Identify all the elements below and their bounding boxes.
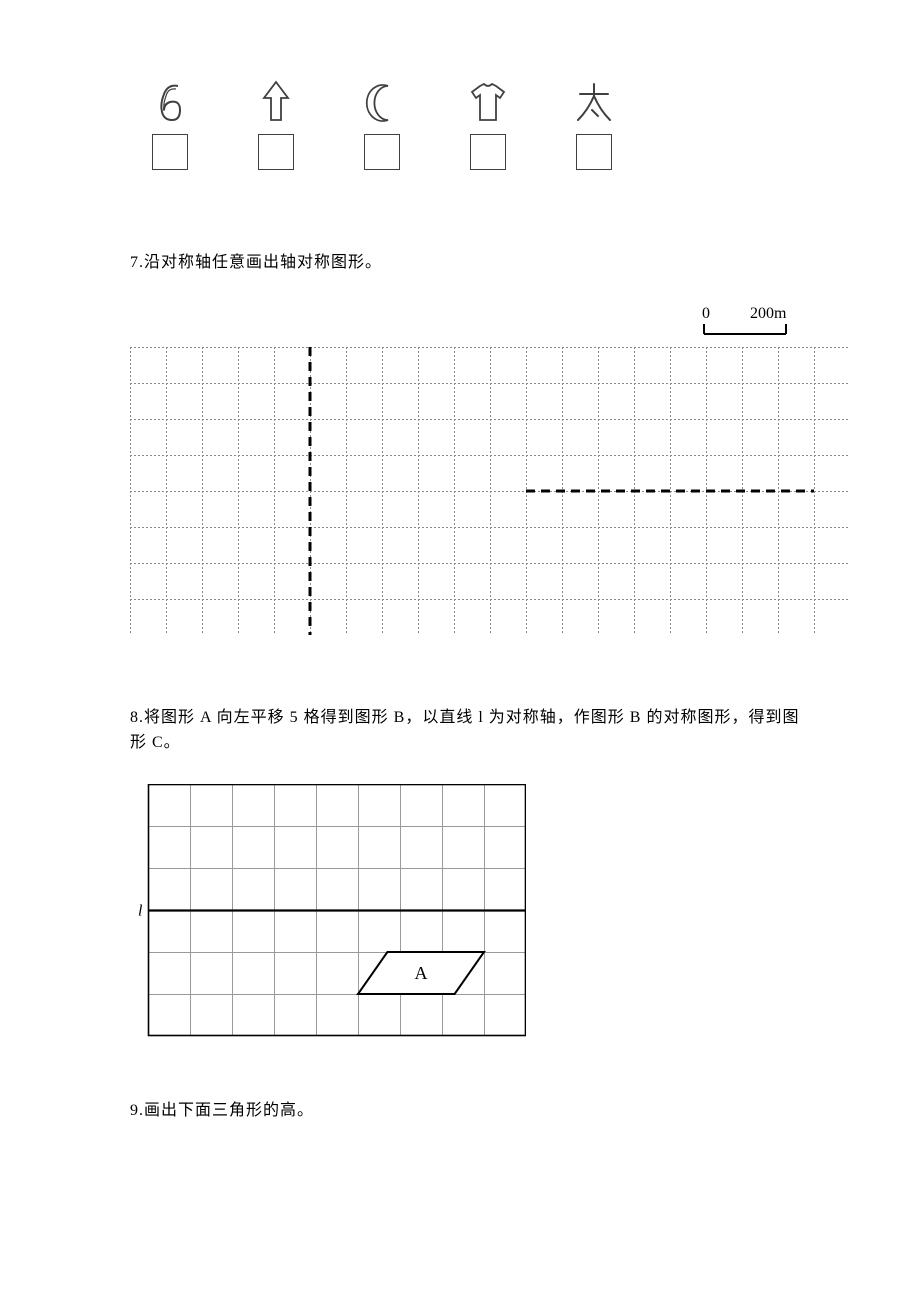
icon-item-six xyxy=(150,80,190,170)
icon-item-moon xyxy=(362,80,402,170)
q8-grid: lA xyxy=(130,784,526,1038)
moon-icon xyxy=(362,80,402,124)
icon-item-tai xyxy=(574,80,614,170)
checkbox-moon[interactable] xyxy=(364,134,400,170)
symmetry-icons-row xyxy=(150,80,810,170)
q8-axis-label: l xyxy=(138,902,143,919)
tai-icon xyxy=(574,80,614,124)
tshirt-icon xyxy=(468,80,508,124)
checkbox-arrow[interactable] xyxy=(258,134,294,170)
q7-scale: 0 200m xyxy=(130,304,810,343)
checkbox-six[interactable] xyxy=(152,134,188,170)
checkbox-tai[interactable] xyxy=(576,134,612,170)
q7-grid xyxy=(130,347,850,635)
checkbox-tshirt[interactable] xyxy=(470,134,506,170)
icon-item-arrow xyxy=(256,80,296,170)
arrow-up-icon xyxy=(256,80,296,124)
icon-item-tshirt xyxy=(468,80,508,170)
q7-text: 7.沿对称轴任意画出轴对称图形。 xyxy=(130,250,810,276)
six-icon xyxy=(150,80,190,124)
q9-text: 9.画出下面三角形的高。 xyxy=(130,1098,810,1124)
scale-value-label: 200m xyxy=(750,305,787,322)
scale-zero-label: 0 xyxy=(702,305,710,322)
q8-shape-a-label: A xyxy=(415,963,428,983)
q8-text: 8.将图形 A 向左平移 5 格得到图形 B，以直线 l 为对称轴，作图形 B … xyxy=(130,705,810,756)
